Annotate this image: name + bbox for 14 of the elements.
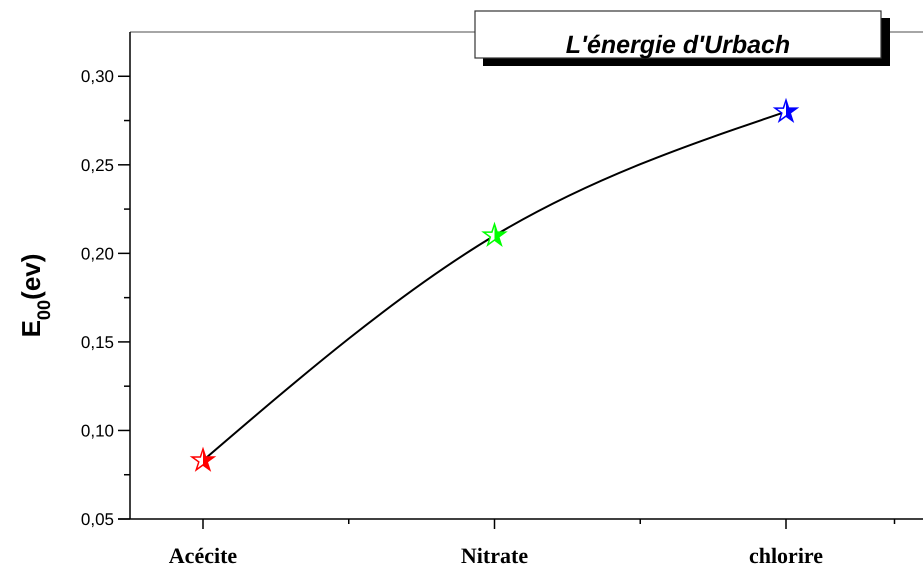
y-tick-label: 0,10 xyxy=(80,421,114,440)
title-frame: L'énergie d'Urbach xyxy=(474,10,890,66)
y-tick-label: 0,15 xyxy=(80,332,114,352)
chart-title: L'énergie d'Urbach xyxy=(566,30,790,59)
point xyxy=(191,448,215,471)
y-tick-label: 0,20 xyxy=(80,244,114,264)
y-tick-label: 0,25 xyxy=(80,156,114,175)
x-tick-label: Nitrate xyxy=(460,543,528,568)
point xyxy=(482,223,506,246)
y-tick-label: 0,30 xyxy=(80,67,114,86)
x-tick-label: Acécite xyxy=(168,543,238,568)
x-tick-label: chlorire xyxy=(748,543,824,568)
y-tick-label: 0,05 xyxy=(80,510,114,529)
point xyxy=(774,99,798,122)
